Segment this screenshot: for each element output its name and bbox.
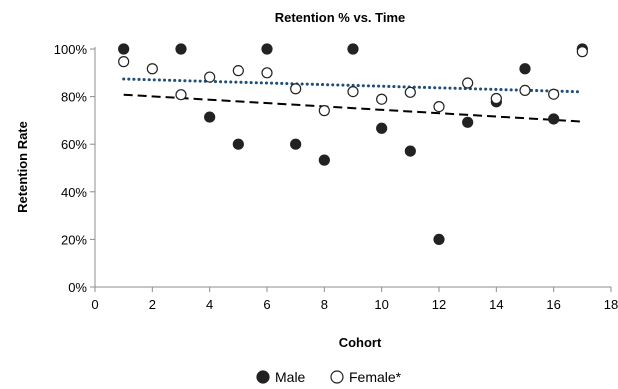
chart-title: Retention % vs. Time bbox=[275, 10, 406, 25]
male-point bbox=[290, 138, 302, 150]
male-trendline bbox=[123, 93, 583, 123]
female-point bbox=[175, 89, 187, 101]
male-legend-marker bbox=[256, 370, 270, 384]
y-axis-title: Retention Rate bbox=[15, 121, 30, 213]
male-point bbox=[433, 233, 445, 245]
x-tick-label: 18 bbox=[604, 297, 618, 312]
male-point bbox=[204, 111, 216, 123]
male-point bbox=[462, 116, 474, 128]
female-point bbox=[519, 84, 531, 97]
male-point bbox=[376, 122, 388, 134]
x-tick-label: 4 bbox=[206, 297, 213, 312]
male-point bbox=[404, 145, 416, 157]
female-point bbox=[490, 92, 502, 105]
male-point bbox=[118, 43, 130, 55]
male-point bbox=[548, 113, 560, 125]
x-tick-label: 16 bbox=[546, 297, 560, 312]
female-point bbox=[232, 65, 244, 77]
female-point bbox=[118, 56, 130, 68]
female-point bbox=[318, 105, 330, 117]
female-point bbox=[376, 93, 388, 105]
female-legend-label: Female* bbox=[349, 369, 402, 385]
x-tick-label: 6 bbox=[263, 297, 270, 312]
female-point bbox=[146, 63, 158, 75]
female-point bbox=[576, 46, 588, 58]
x-tick-label: 8 bbox=[321, 297, 328, 312]
male-legend-label: Male bbox=[275, 369, 306, 385]
legend: Male Female* bbox=[256, 369, 402, 385]
female-point bbox=[404, 86, 416, 98]
female-legend-marker bbox=[330, 370, 344, 384]
x-tick-label: 2 bbox=[149, 297, 156, 312]
male-point bbox=[232, 138, 244, 150]
plot-area: 0% 20% 40% 60% 80% 100% 0 2 4 6 8 10 12 14 16 18 bbox=[54, 42, 618, 312]
female-point bbox=[347, 86, 359, 98]
female-point bbox=[204, 71, 216, 83]
x-axis-title: Cohort bbox=[339, 335, 382, 350]
y-tick-label: 40% bbox=[61, 185, 87, 200]
x-tick-label: 14 bbox=[489, 297, 503, 312]
y-tick-label: 80% bbox=[61, 90, 87, 105]
male-point bbox=[347, 43, 359, 55]
female-point bbox=[548, 88, 560, 100]
female-trendline bbox=[122, 77, 584, 94]
female-point bbox=[462, 77, 474, 89]
male-point bbox=[318, 154, 330, 166]
male-point bbox=[175, 43, 187, 55]
x-tick-label: 10 bbox=[374, 297, 388, 312]
female-point bbox=[290, 83, 302, 95]
x-tick-label: 0 bbox=[91, 297, 98, 312]
female-point bbox=[433, 100, 445, 113]
female-point bbox=[261, 67, 273, 79]
male-point bbox=[519, 63, 531, 75]
male-point bbox=[261, 43, 273, 55]
y-tick-label: 100% bbox=[54, 42, 88, 57]
y-tick-label: 60% bbox=[61, 137, 87, 152]
y-tick-label: 20% bbox=[61, 232, 87, 247]
y-tick-label: 0% bbox=[68, 280, 87, 295]
x-tick-label: 12 bbox=[432, 297, 446, 312]
